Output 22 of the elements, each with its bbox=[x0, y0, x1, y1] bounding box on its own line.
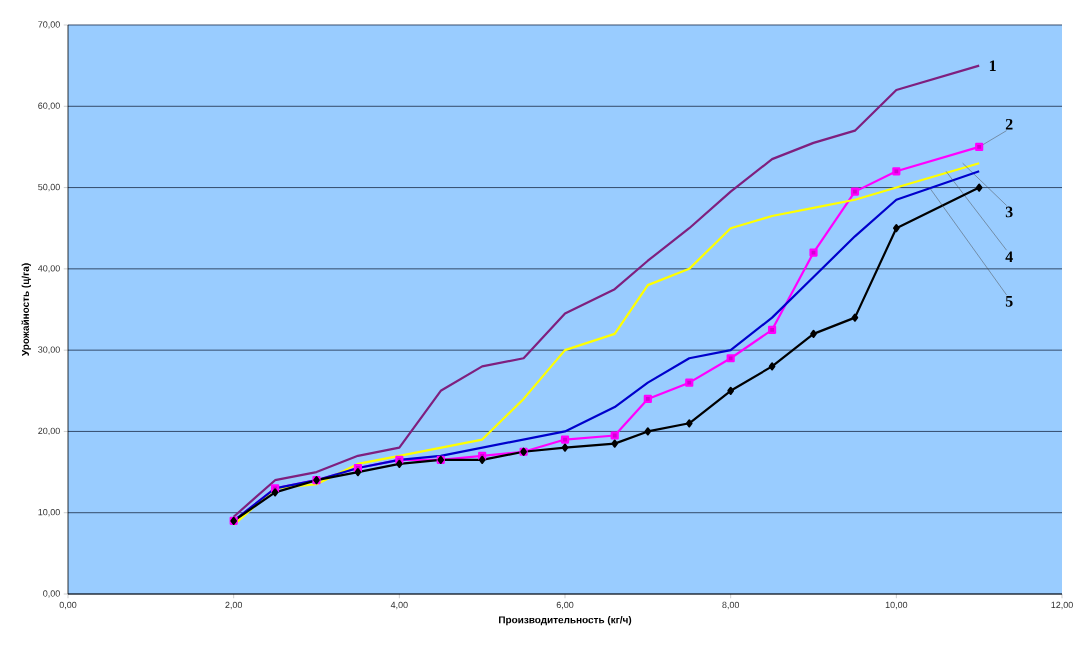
y-tick-label: 10,00 bbox=[38, 509, 60, 517]
x-tick-label: 12,00 bbox=[1051, 601, 1073, 610]
x-tick-label: 0,00 bbox=[59, 601, 77, 610]
y-tick-label: 40,00 bbox=[38, 265, 60, 273]
x-axis-title: Производительность (кг/ч) bbox=[499, 616, 632, 626]
series-label: 1 bbox=[989, 60, 996, 71]
y-tick-label: 20,00 bbox=[38, 427, 60, 436]
x-tick-label: 2,00 bbox=[225, 601, 243, 610]
y-tick-label: 30,00 bbox=[38, 346, 60, 354]
text: 5 bbox=[1005, 296, 1013, 307]
y-tick-label: 0,00 bbox=[43, 590, 60, 598]
x-tick-label: 4,00 bbox=[390, 601, 408, 610]
text: 4 bbox=[1005, 251, 1013, 262]
y-axis-title: Урожайность (ц/га) bbox=[21, 263, 31, 357]
series-label: 2 bbox=[1005, 118, 1013, 130]
y-tick-label: 70,00 bbox=[38, 21, 60, 29]
y-tick-label: 50,00 bbox=[38, 183, 60, 192]
x-tick-label: 10,00 bbox=[885, 601, 908, 610]
x-tick-label: 8,00 bbox=[722, 601, 740, 610]
text: 3 bbox=[1005, 206, 1013, 218]
x-tick-label: 6,00 bbox=[556, 601, 574, 610]
y-tick-label: 60,00 bbox=[38, 102, 60, 110]
